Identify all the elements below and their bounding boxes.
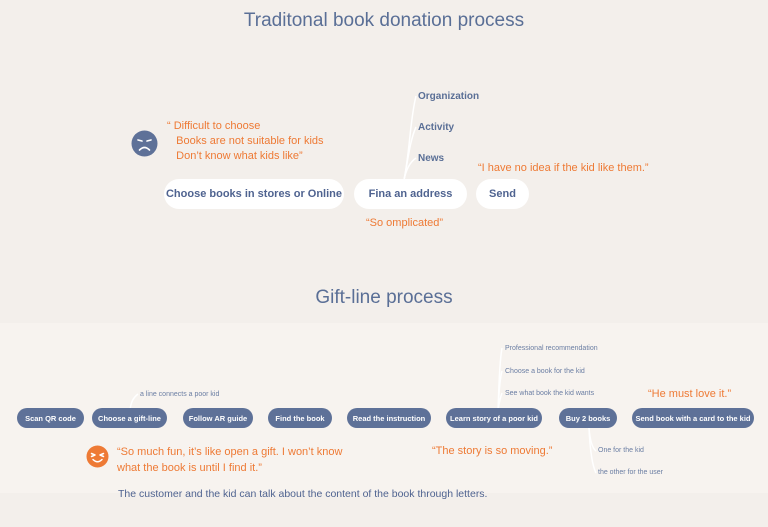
step-choose-giftline: Choose a gift-line	[92, 408, 167, 428]
step-follow-ar: Follow AR guide	[183, 408, 253, 428]
address-option-news: News	[418, 153, 445, 164]
step-read-instruction: Read the instruction	[347, 408, 431, 428]
address-option-activity: Activity	[418, 122, 455, 133]
step-find-book: Find the book	[268, 408, 332, 428]
sad-face-icon	[131, 130, 158, 157]
buy-note-kid: One for the kid	[598, 447, 644, 454]
story-note-see-book: See what book the kid wants	[505, 390, 595, 397]
story-note-choose-book: Choose a book for the kid	[505, 368, 585, 375]
step-choose-books: Choose books in stores or Online	[164, 179, 344, 209]
complicated-quote: “So omplicated”	[366, 217, 444, 229]
step-find-address: Fina an address	[354, 179, 467, 209]
buy-note-user: the other for the user	[598, 469, 663, 476]
happy-face-icon	[86, 445, 109, 468]
giftline-process-title: Gift-line process	[315, 287, 453, 308]
step-learn-story: Learn story of a poor kid	[446, 408, 542, 428]
step-send: Send	[476, 179, 529, 209]
story-note-recommendation: Professional recommendation	[505, 345, 598, 352]
footer-letters-note: The customer and the kid can talk about …	[118, 488, 488, 500]
love-quote: “He must love it.”	[648, 388, 732, 400]
step-scan-qr: Scan QR code	[17, 408, 84, 428]
address-option-organization: Organization	[418, 91, 480, 102]
giftline-note: a line connects a poor kid	[140, 391, 220, 398]
difficult-to-choose-quote: “ Difficult to choose Books are not suit…	[167, 120, 324, 162]
fun-quote: “So much fun, it’s like open a gift. I w…	[117, 446, 343, 474]
traditional-process-title: Traditonal book donation process	[243, 10, 525, 31]
send-quote: “I have no idea if the kid like them.”	[478, 162, 649, 174]
step-send-book: Send book with a card to the kid	[632, 408, 754, 428]
story-quote: “The story is so moving.”	[432, 445, 553, 457]
step-buy-books: Buy 2 books	[559, 408, 617, 428]
